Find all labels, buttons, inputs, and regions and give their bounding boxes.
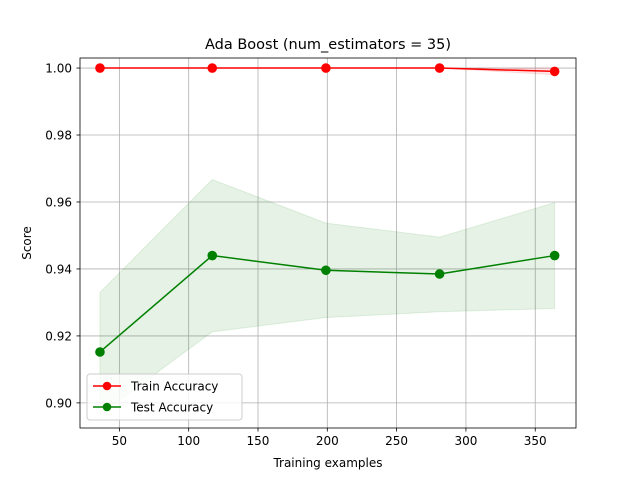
- x-tick-label: 250: [385, 434, 408, 448]
- test-accuracy-point: [321, 265, 331, 276]
- legend-box: [86, 373, 243, 421]
- plot-frame: [79, 57, 577, 429]
- y-tick-label: 0.98: [45, 129, 72, 143]
- x-tick-label: 300: [454, 434, 477, 448]
- chart-title: Ada Boost (num_estimators = 35): [205, 37, 451, 53]
- x-tick-label: 200: [316, 434, 339, 448]
- legend-train-label: Train Accuracy: [130, 380, 218, 394]
- y-tick-label: 0.94: [45, 262, 72, 276]
- x-tick-label: 100: [177, 434, 200, 448]
- x-axis-ticks: 50 100 150 200 250 300 350: [112, 428, 547, 448]
- legend: Train Accuracy Test Accuracy: [86, 373, 243, 421]
- train-accuracy-point: [95, 63, 105, 73]
- train-accuracy-point: [207, 63, 218, 73]
- legend-test-marker: [102, 402, 112, 412]
- test-accuracy-band: [99, 178, 556, 416]
- test-accuracy-point: [95, 347, 105, 357]
- test-accuracy-point: [207, 250, 218, 261]
- y-tick-label: 0.90: [45, 396, 72, 410]
- train-accuracy-point: [321, 63, 331, 73]
- train-accuracy-point: [549, 66, 560, 77]
- test-accuracy-point: [434, 269, 445, 279]
- x-tick-label: 350: [524, 434, 547, 448]
- series-points: [95, 63, 560, 357]
- y-tick-label: 0.92: [45, 329, 72, 343]
- y-tick-label: 0.96: [45, 195, 72, 209]
- train-accuracy-point: [434, 63, 445, 73]
- test-accuracy-point: [549, 250, 560, 261]
- x-tick-label: 50: [112, 434, 127, 448]
- y-tick-label: 1.00: [45, 62, 72, 76]
- legend-train-marker: [102, 381, 112, 391]
- y-axis-ticks: 0.90 0.92 0.94 0.96 0.98 1.00: [45, 62, 80, 410]
- y-axis-label: Score: [20, 226, 34, 260]
- x-axis-label: Training examples: [272, 456, 382, 470]
- x-tick-label: 150: [247, 434, 270, 448]
- legend-test-label: Test Accuracy: [130, 401, 213, 415]
